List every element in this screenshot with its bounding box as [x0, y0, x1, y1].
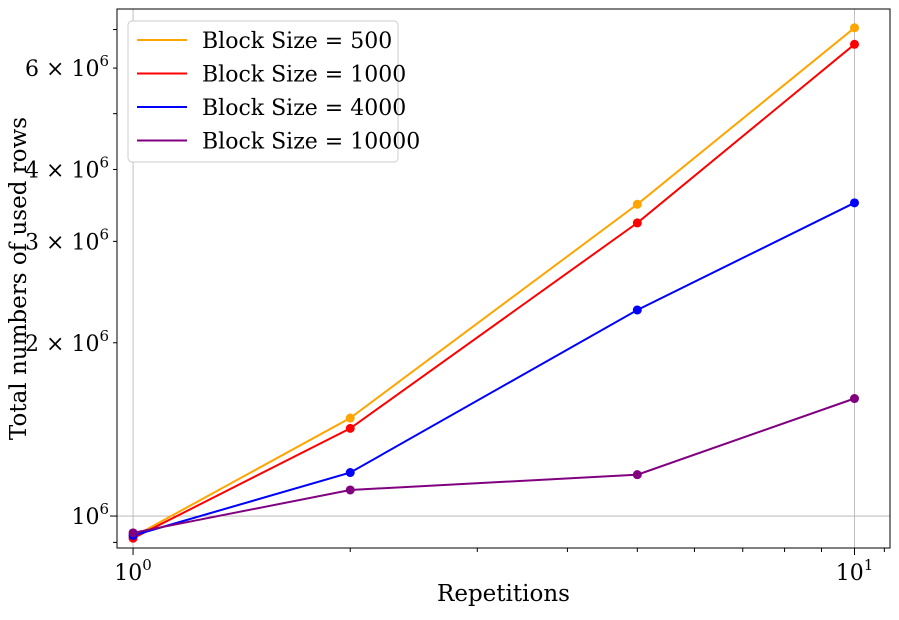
data-point [849, 23, 859, 33]
series-line-2 [132, 201, 855, 537]
data-point [632, 218, 642, 228]
y-tick-label: 4 × 106 [25, 153, 109, 183]
y-tick-label: 2 × 106 [25, 327, 109, 357]
data-point [632, 305, 642, 315]
legend-box [127, 20, 399, 163]
series-group [128, 23, 859, 543]
y-tick-label: 6 × 106 [25, 52, 109, 82]
legend-label: Block Size = 1000 [202, 63, 406, 88]
x-tick-label: 100 [114, 556, 152, 586]
data-point [632, 199, 642, 209]
data-point [849, 39, 859, 49]
legend-label: Block Size = 4000 [202, 96, 406, 121]
data-point [345, 413, 355, 423]
legend-label: Block Size = 500 [202, 29, 392, 54]
data-point [632, 470, 642, 480]
y-tick-label: 3 × 106 [25, 225, 109, 255]
series-line-0 [132, 27, 856, 538]
data-point [128, 528, 138, 538]
y-axis-label: Total numbers of used rows [6, 117, 32, 440]
x-tick-label: 101 [836, 556, 874, 586]
data-point [849, 198, 859, 208]
data-point [849, 394, 859, 404]
data-point [345, 485, 355, 495]
legend: Block Size = 500 Block Size = 1000 Block S… [127, 20, 420, 163]
data-point [345, 423, 355, 433]
plot-frame [116, 8, 891, 549]
data-point [345, 468, 355, 478]
legend-label: Block Size = 10000 [202, 130, 420, 155]
x-axis-label: Repetitions [437, 581, 570, 607]
axis-ticks: 100 101 106 2 × 106 3 × 106 4 × 106 6 × 106 [25, 29, 885, 586]
y-tick-label: 106 [71, 500, 109, 530]
series-line-1 [132, 43, 856, 540]
series-line-3 [132, 397, 855, 534]
